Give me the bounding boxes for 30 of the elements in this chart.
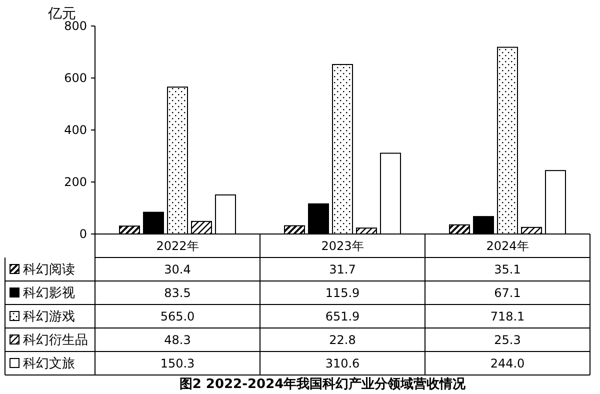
data-label: 310.6	[325, 356, 360, 370]
data-label: 83.5	[164, 286, 191, 300]
data-label: 22.8	[329, 333, 356, 347]
x-tick-label: 2023年	[321, 239, 364, 253]
y-tick-label: 800	[64, 19, 87, 33]
data-label: 67.1	[494, 286, 521, 300]
data-label: 48.3	[164, 333, 191, 347]
y-tick-label: 200	[64, 175, 87, 189]
data-label: 35.1	[494, 262, 521, 276]
x-tick-label: 2024年	[486, 239, 529, 253]
y-tick-label: 400	[64, 123, 87, 137]
legend-label: 科幻文旅	[23, 356, 75, 372]
y-tick-label: 600	[64, 71, 87, 85]
legend-label: 科幻阅读	[23, 262, 75, 278]
y-tick-label: 0	[79, 227, 87, 241]
y-axis-title: 亿元	[47, 6, 76, 22]
data-label: 565.0	[160, 310, 195, 324]
x-tick-label: 2022年	[156, 239, 199, 253]
data-label: 25.3	[494, 333, 521, 347]
legend-label: 科幻影视	[23, 286, 75, 301]
data-label: 31.7	[329, 262, 356, 276]
data-label: 150.3	[160, 356, 195, 370]
data-label: 718.1	[490, 310, 525, 324]
legend-label: 科幻游戏	[23, 310, 75, 324]
data-label: 30.4	[164, 262, 191, 276]
data-label: 651.9	[325, 310, 360, 324]
legend-label: 科幻衍生品	[23, 333, 88, 348]
text: 图2 2022-2024年我国科幻产业分领域营收情况	[179, 376, 467, 392]
data-label: 244.0	[490, 356, 525, 370]
data-label: 115.9	[325, 286, 360, 300]
